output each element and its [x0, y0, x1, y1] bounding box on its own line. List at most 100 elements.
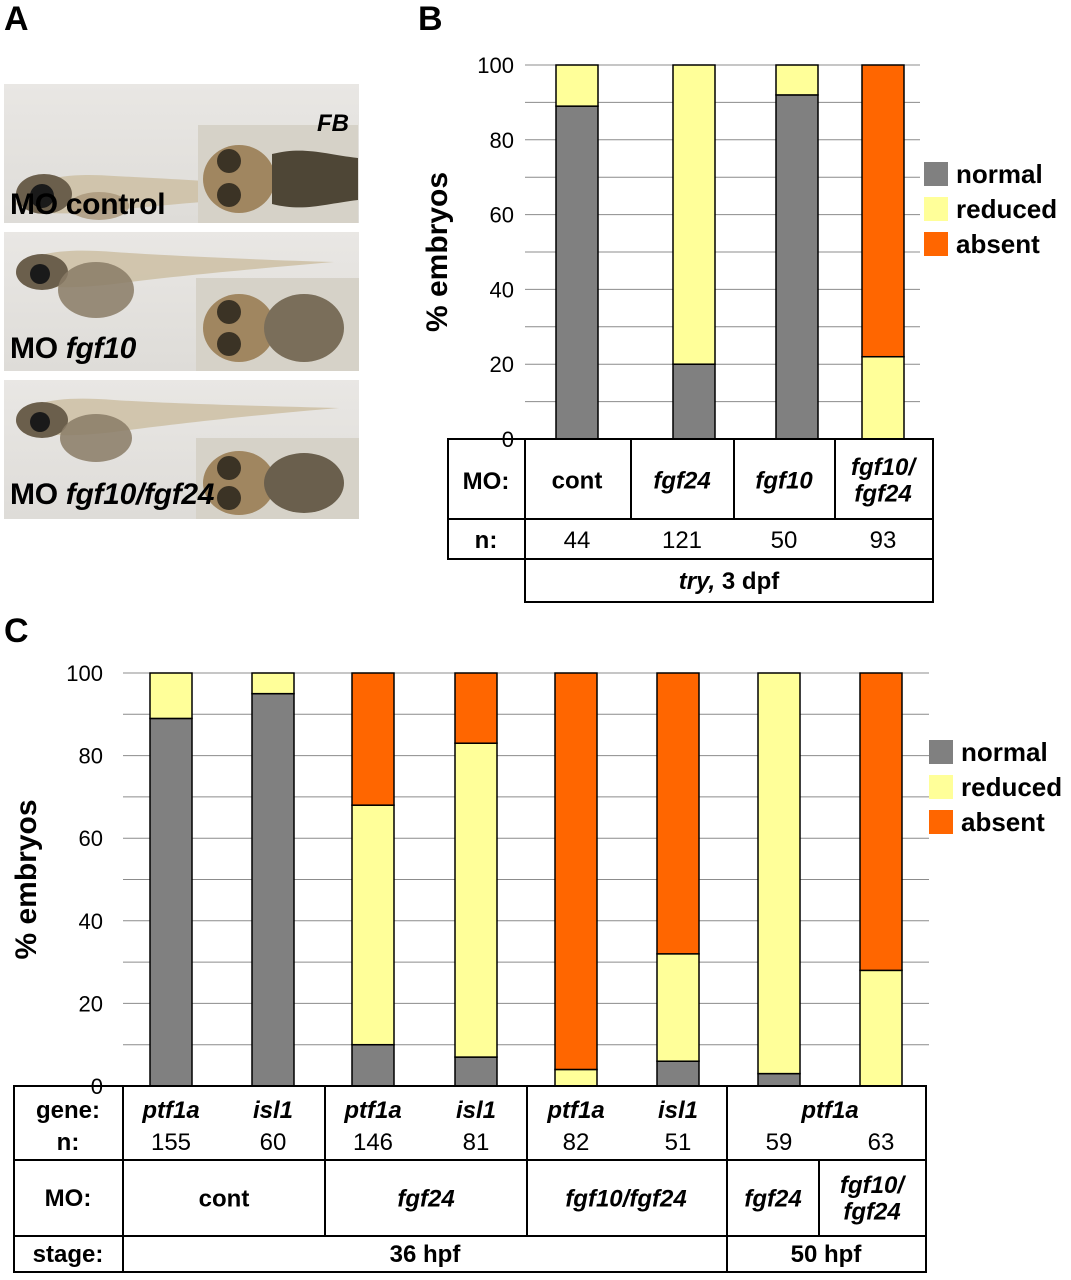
bar-segment-reduced — [656, 953, 700, 1062]
label-prefix: MO — [10, 188, 58, 221]
label-gene: fgf10/fgf24 — [65, 478, 215, 511]
embryo-photo-fgf10-fgf24: MO fgf10/fgf24 — [4, 380, 359, 519]
table-c-n-value: 60 — [260, 1129, 287, 1156]
table-b-mo-header: MO: — [463, 468, 510, 495]
table-c-gene: isl1 — [658, 1097, 698, 1124]
table-b-mo-label: cont — [552, 467, 603, 494]
table-c-mo-group: fgf10/fgf24 — [840, 1172, 906, 1225]
table-c-mo-group-line: fgf24 — [397, 1185, 454, 1212]
table-b-footer-stage: 3 dpf — [715, 568, 780, 595]
table-b-mo-label-line: cont — [552, 467, 603, 494]
bar-segment-normal — [757, 1072, 801, 1087]
legend-swatch-reduced — [929, 775, 953, 799]
y-tick-label: 80 — [79, 744, 103, 769]
bar-segment-normal — [555, 105, 599, 440]
table-c-mo-group-line: fgf10/ — [840, 1172, 906, 1199]
y-tick-label: 40 — [79, 909, 103, 934]
table-c-n-value: 146 — [353, 1129, 393, 1156]
bar-segment-normal — [672, 363, 716, 440]
table-b-footer-border — [524, 558, 934, 603]
table-b-mo-label: fgf24 — [653, 467, 710, 494]
table-c-mo-group: cont — [199, 1185, 250, 1212]
table-c-n-header: n: — [57, 1129, 80, 1156]
table-c-gene: ptf1a — [800, 1097, 858, 1124]
y-tick-label: 20 — [79, 991, 103, 1016]
bar-segment-absent — [861, 64, 905, 358]
bar-segment-reduced — [251, 672, 295, 695]
table-c-mo-group-line: fgf10/fgf24 — [565, 1185, 686, 1212]
bar-segment-reduced — [555, 64, 599, 107]
legend-label-absent: absent — [956, 229, 1040, 259]
bar-segment-absent — [554, 672, 598, 1071]
bar-segment-normal — [251, 692, 295, 1087]
bar-segment-normal — [656, 1060, 700, 1087]
y-tick-label: 100 — [477, 53, 514, 78]
table-c-stage: 50 hpf — [791, 1241, 863, 1268]
table-c-stage: 36 hpf — [390, 1241, 462, 1268]
panel-c-letter: C — [4, 612, 29, 650]
label-mo-fgf10: MO fgf10 — [10, 332, 136, 366]
table-c-gene-header: gene: — [36, 1097, 100, 1124]
table-c-mo-group: fgf24 — [744, 1185, 801, 1212]
table-c-border — [13, 1085, 927, 1273]
label-prefix: MO — [10, 478, 58, 511]
table-b-n-value: 50 — [771, 527, 798, 554]
table-c-mo-group: fgf24 — [397, 1185, 454, 1212]
bar-segment-reduced — [672, 64, 716, 365]
legend-swatch-absent — [924, 232, 948, 256]
label-gene: fgf10 — [65, 332, 136, 365]
table-c-mo-group: fgf10/fgf24 — [565, 1185, 686, 1212]
table-c-mo-group-line: fgf24 — [843, 1199, 900, 1226]
legend-swatch-normal — [929, 740, 953, 764]
bar-segment-reduced — [149, 672, 193, 720]
table-c-n-value: 82 — [563, 1129, 590, 1156]
table-c-n-value: 59 — [766, 1129, 793, 1156]
table-b-n-value: 121 — [662, 527, 702, 554]
bar-segment-reduced — [775, 64, 819, 96]
legend-label-reduced: reduced — [956, 194, 1057, 224]
bar-segment-reduced — [554, 1068, 598, 1087]
bar-segment-normal — [454, 1056, 498, 1087]
bar-segment-reduced — [351, 804, 395, 1046]
legend-label-absent: absent — [961, 807, 1045, 837]
label-gene: control — [65, 188, 166, 221]
bar-segment-absent — [454, 672, 498, 744]
bar-segment-reduced — [859, 969, 903, 1087]
panel-b-letter: B — [418, 0, 443, 38]
table-b-n-value: 93 — [870, 527, 897, 554]
table-c-gene: ptf1a — [141, 1097, 199, 1124]
legend-swatch-reduced — [924, 197, 948, 221]
embryo-photo-control: MO control FB — [4, 84, 359, 223]
panel-a-letter: A — [4, 0, 29, 38]
legend-label-reduced: reduced — [961, 772, 1062, 802]
bar-segment-normal — [775, 94, 819, 440]
embryo-drawing-fgf10-fgf24 — [16, 398, 359, 519]
table-b-footer-gene: try, — [679, 568, 715, 595]
bar-segment-reduced — [861, 355, 905, 440]
table-c-mo-header: MO: — [45, 1185, 92, 1212]
table-b-n-value: 44 — [564, 527, 591, 554]
table-c-n-value: 51 — [665, 1129, 692, 1156]
table-c-n-value: 63 — [868, 1129, 895, 1156]
table-b-mo-label-line: fgf10/ — [851, 454, 917, 481]
y-axis-label: % embryos — [10, 799, 43, 959]
y-tick-label: 60 — [490, 203, 514, 228]
legend-swatch-absent — [929, 810, 953, 834]
table-c-gene: ptf1a — [343, 1097, 401, 1124]
legend-label-normal: normal — [956, 159, 1043, 189]
bar-segment-reduced — [757, 672, 801, 1075]
table-b-n-header: n: — [475, 527, 498, 554]
bar-segment-absent — [656, 672, 700, 955]
y-tick-label: 100 — [66, 661, 103, 686]
bar-segment-normal — [351, 1043, 395, 1087]
table-c-gene: isl1 — [253, 1097, 293, 1124]
legend-swatch-normal — [924, 162, 948, 186]
table-b-mo-label: fgf10/fgf24 — [851, 454, 917, 507]
y-tick-label: 60 — [79, 826, 103, 851]
y-axis-label: % embryos — [421, 172, 454, 332]
y-tick-label: 80 — [490, 128, 514, 153]
table-c-mo-group-line: fgf24 — [744, 1185, 801, 1212]
bar-segment-normal — [149, 717, 193, 1087]
fb-label: FB — [317, 110, 349, 137]
table-c-mo-group-line: cont — [199, 1185, 250, 1212]
